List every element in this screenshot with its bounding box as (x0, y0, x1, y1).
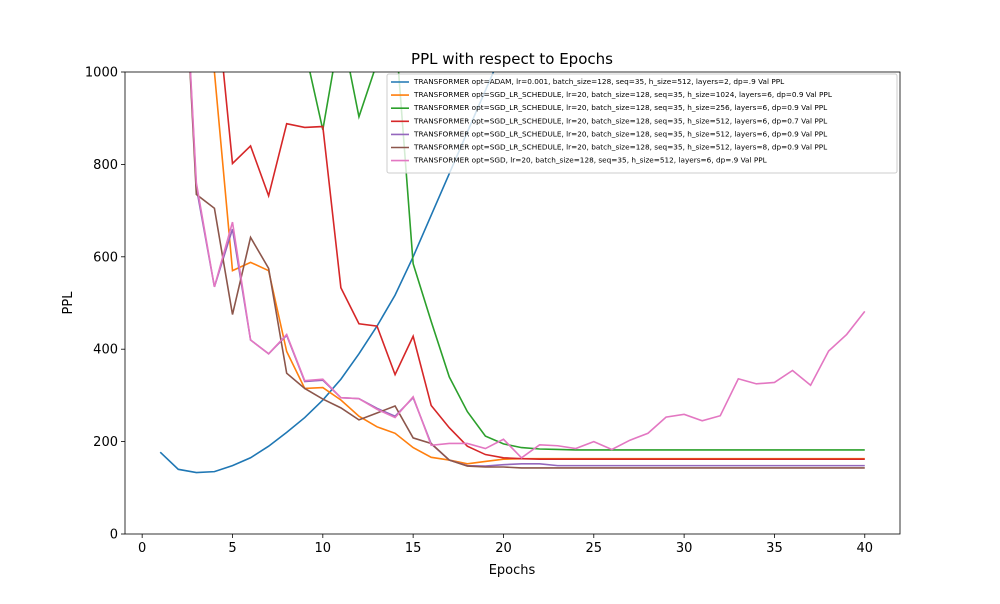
y-tick-label: 400 (93, 343, 118, 358)
legend-label: TRANSFORMER opt=SGD, lr=20, batch_size=1… (413, 156, 768, 165)
series-line (189, 72, 865, 469)
x-tick-label: 40 (856, 541, 873, 556)
x-tick-label: 5 (228, 541, 236, 556)
legend-label: TRANSFORMER opt=SGD_LR_SCHEDULE, lr=20, … (413, 129, 828, 138)
series-line (222, 72, 865, 460)
y-tick-label: 800 (93, 158, 118, 173)
series-line (189, 72, 866, 459)
x-tick-label: 30 (676, 541, 693, 556)
y-axis-label: PPL (61, 291, 76, 315)
x-tick-label: 35 (766, 541, 783, 556)
legend-label: TRANSFORMER opt=SGD_LR_SCHEDULE, lr=20, … (413, 103, 828, 112)
plot-lines (159, 72, 866, 474)
y-tick-label: 200 (93, 435, 118, 450)
x-tick-label: 15 (405, 541, 422, 556)
chart-title: PPL with respect to Epochs (411, 50, 613, 68)
x-axis-label: Epochs (489, 563, 536, 578)
y-tick-label: 1000 (85, 66, 118, 81)
x-tick-label: 0 (138, 541, 146, 556)
x-tick-label: 10 (315, 541, 332, 556)
legend-box (386, 73, 898, 174)
x-tick-label: 25 (586, 541, 603, 556)
legend-label: TRANSFORMER opt=ADAM, lr=0.001, batch_si… (413, 77, 785, 86)
x-tick-label: 20 (495, 541, 512, 556)
legend-label: TRANSFORMER opt=SGD_LR_SCHEDULE, lr=20, … (413, 90, 833, 99)
series-line (309, 72, 865, 451)
legend-label: TRANSFORMER opt=SGD_LR_SCHEDULE, lr=20, … (413, 116, 828, 125)
series-line (159, 72, 495, 474)
y-tick-label: 600 (93, 250, 118, 265)
plot-frame (124, 71, 901, 535)
y-tick-label: 0 (110, 528, 118, 543)
legend-label: TRANSFORMER opt=SGD_LR_SCHEDULE, lr=20, … (413, 143, 828, 152)
